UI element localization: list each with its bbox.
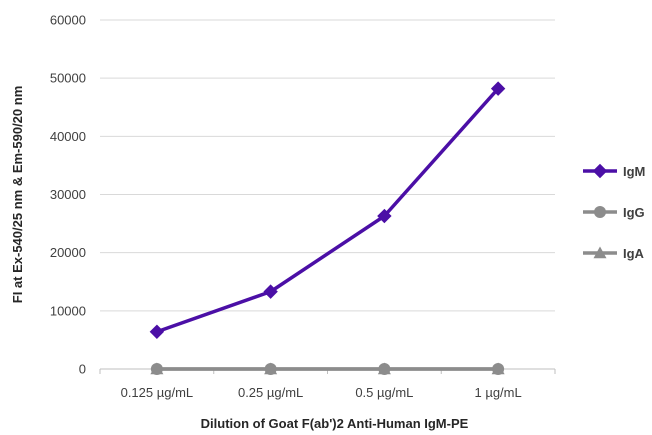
legend-marker: [594, 206, 606, 218]
x-tick-label: 0.125 µg/mL: [121, 385, 194, 400]
legend-marker: [592, 163, 608, 179]
legend-label: IgG: [623, 205, 645, 220]
data-point: [150, 363, 163, 375]
data-point: [377, 208, 392, 224]
legend-marker: [593, 246, 607, 259]
series-igg: [150, 363, 505, 375]
legend-label: IgM: [623, 164, 645, 179]
y-tick-label: 40000: [50, 129, 86, 144]
x-axis-title: Dilution of Goat F(ab')2 Anti-Human IgM-…: [201, 416, 469, 431]
y-tick-label: 0: [79, 362, 86, 377]
data-point: [490, 81, 506, 96]
y-tick-label: 10000: [50, 303, 86, 318]
data-point: [263, 284, 278, 299]
y-tick-label: 30000: [50, 187, 86, 202]
data-point: [264, 363, 277, 375]
data-point: [378, 363, 391, 375]
legend: IgM IgG IgA: [583, 163, 645, 261]
legend-item-igg: IgG: [583, 205, 645, 220]
x-tick-label: 0.25 µg/mL: [238, 385, 303, 400]
legend-label: IgA: [623, 246, 645, 261]
data-point: [149, 324, 165, 339]
y-axis-title: FI at Ex-540/25 nm & Em-590/20 nm: [10, 86, 25, 303]
y-tick-label: 60000: [50, 13, 86, 28]
data-point: [492, 363, 505, 375]
y-tick-label: 50000: [50, 71, 86, 86]
series-igm: [149, 81, 506, 339]
y-axis: 0 10000 20000 30000 40000 50000 60000: [50, 13, 86, 377]
x-tick-label: 1 µg/mL: [475, 385, 522, 400]
y-tick-label: 20000: [50, 245, 86, 260]
x-tick-label: 0.5 µg/mL: [355, 385, 413, 400]
legend-item-iga: IgA: [583, 246, 645, 261]
gridlines: [100, 19, 555, 312]
plot-area: [149, 81, 506, 375]
series-line: [156, 87, 500, 334]
legend-item-igm: IgM: [583, 163, 645, 179]
x-axis: 0.125 µg/mL 0.25 µg/mL 0.5 µg/mL 1 µg/mL: [99, 368, 556, 400]
